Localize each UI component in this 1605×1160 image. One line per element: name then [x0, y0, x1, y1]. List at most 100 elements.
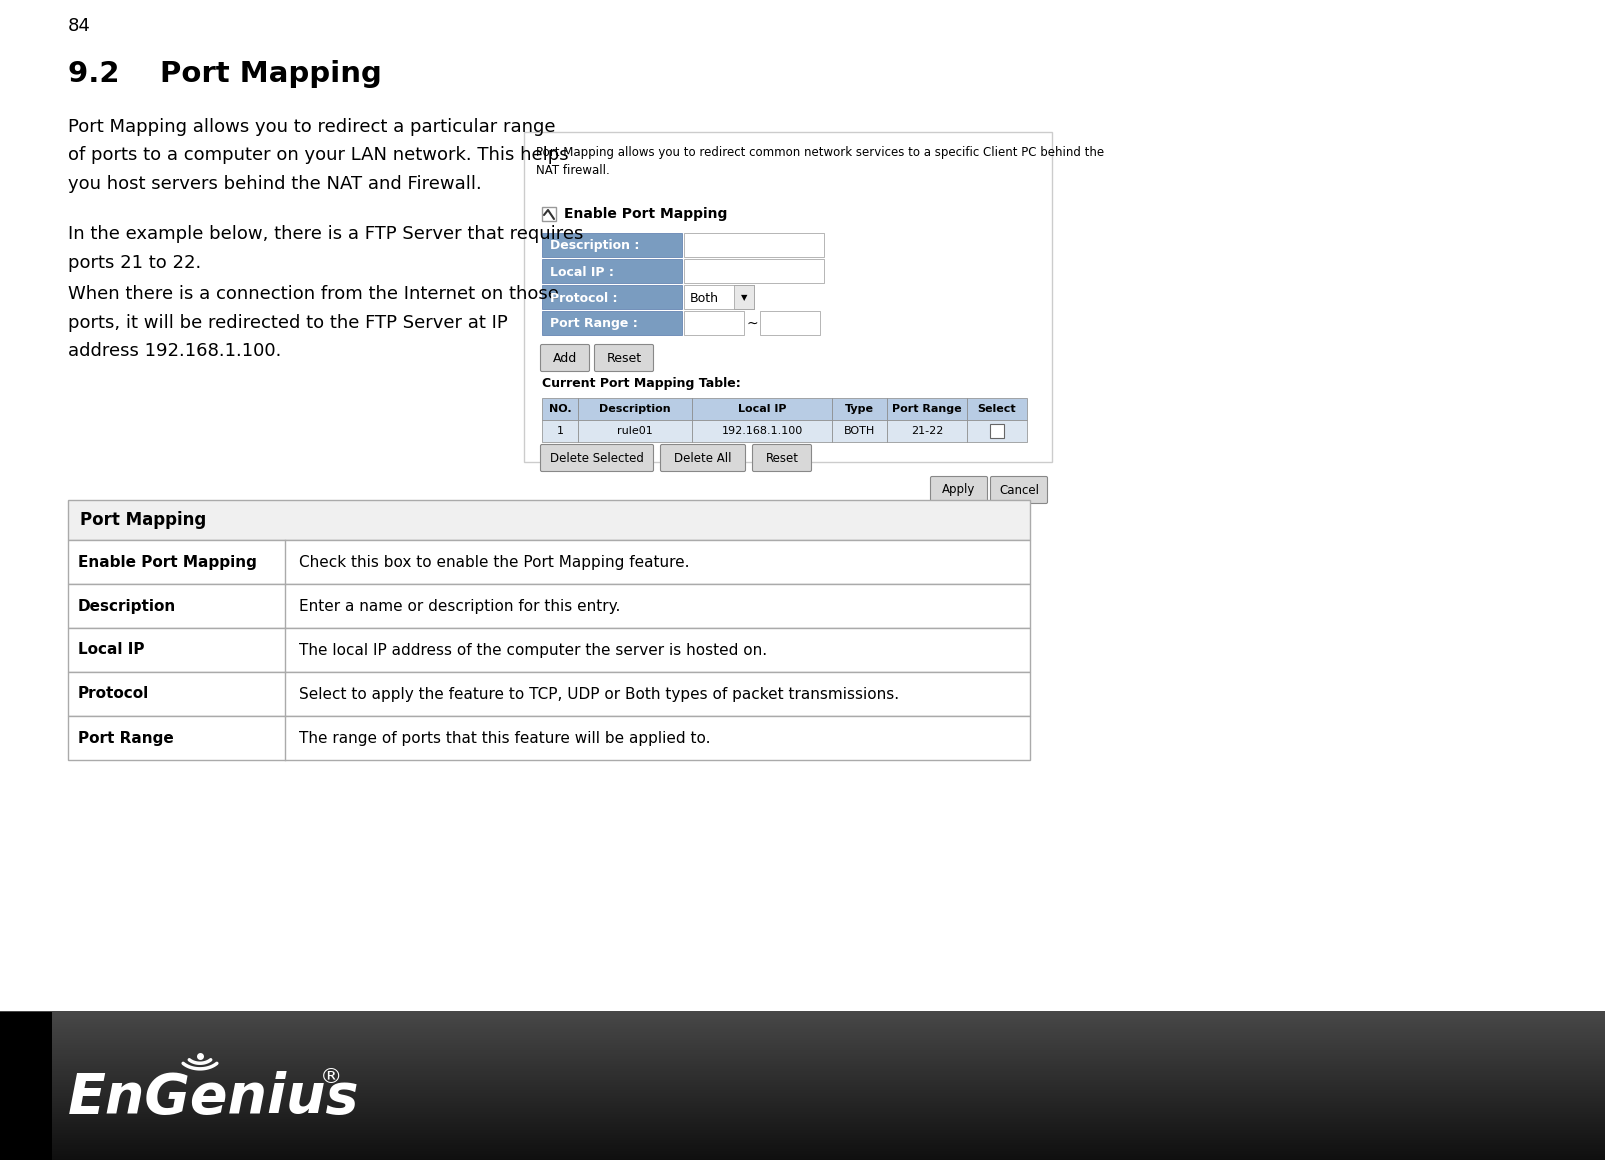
Bar [0, 1081, 1605, 1083]
Bar [0, 1132, 1605, 1134]
Bar [0, 1145, 1605, 1147]
Bar [0, 1151, 1605, 1153]
Text: Current Port Mapping Table:: Current Port Mapping Table: [541, 377, 740, 391]
Bar [0, 1131, 1605, 1133]
Bar [0, 1016, 1605, 1018]
Text: ®: ® [319, 1067, 342, 1087]
Text: Enter a name or description for this entry.: Enter a name or description for this ent… [299, 599, 620, 614]
Bar [0, 1015, 1605, 1017]
Bar [0, 1122, 1605, 1124]
Text: Description: Description [599, 404, 671, 414]
Text: rule01: rule01 [616, 426, 653, 436]
Bar [0, 1041, 1605, 1043]
Bar [0, 1092, 1605, 1094]
Bar [0, 1046, 1605, 1049]
Bar [0, 1116, 1605, 1118]
Bar [989, 425, 1003, 438]
Text: Port Mapping: Port Mapping [80, 512, 205, 529]
Bar [0, 1125, 1605, 1128]
Bar [684, 285, 753, 309]
Bar [0, 1034, 1605, 1036]
Bar [684, 311, 743, 335]
Text: Delete Selected: Delete Selected [551, 451, 644, 464]
Bar [0, 1020, 1605, 1022]
Text: Port Range :: Port Range : [549, 318, 637, 331]
Bar [0, 1121, 1605, 1123]
Bar [67, 716, 1029, 760]
Bar [67, 500, 1029, 541]
Text: Protocol: Protocol [79, 687, 149, 702]
Text: 192.168.1.100: 192.168.1.100 [721, 426, 802, 436]
Text: Protocol :: Protocol : [549, 291, 616, 304]
Bar [0, 1134, 1605, 1137]
Bar [0, 1027, 1605, 1029]
Bar [0, 1031, 1605, 1032]
Bar [0, 1140, 1605, 1143]
FancyBboxPatch shape [753, 444, 811, 471]
Bar [0, 1157, 1605, 1159]
Bar [0, 1039, 1605, 1042]
Bar [0, 1126, 1605, 1129]
Bar [0, 1110, 1605, 1112]
Text: The range of ports that this feature will be applied to.: The range of ports that this feature wil… [299, 731, 709, 746]
Bar [759, 311, 820, 335]
Bar [0, 1112, 1605, 1115]
Bar [0, 1013, 1605, 1015]
Bar [0, 1014, 1605, 1016]
FancyBboxPatch shape [541, 444, 653, 471]
FancyBboxPatch shape [929, 477, 987, 503]
Bar [0, 1021, 1605, 1023]
Bar [831, 420, 886, 442]
Bar [0, 1158, 1605, 1160]
Text: Port Range: Port Range [79, 731, 173, 746]
Bar [541, 259, 682, 283]
Bar [0, 1103, 1605, 1105]
Bar [0, 1076, 1605, 1079]
Text: Enable Port Mapping: Enable Port Mapping [79, 554, 257, 570]
Text: ~: ~ [746, 317, 758, 331]
Bar [541, 420, 578, 442]
Bar [0, 1083, 1605, 1086]
Text: Description: Description [79, 599, 177, 614]
Bar [0, 1042, 1605, 1044]
Bar [0, 1090, 1605, 1093]
Bar [0, 1071, 1605, 1073]
Bar [0, 1136, 1605, 1138]
Bar [0, 1052, 1605, 1054]
Bar [0, 1072, 1605, 1074]
Bar [0, 1030, 1605, 1031]
Bar [966, 398, 1026, 420]
Bar [0, 1130, 1605, 1132]
Bar [0, 1107, 1605, 1109]
Bar [0, 1109, 1605, 1110]
Text: Delete All: Delete All [674, 451, 732, 464]
Bar [0, 1089, 1605, 1090]
Bar [0, 1129, 1605, 1130]
Bar [541, 398, 578, 420]
Text: The local IP address of the computer the server is hosted on.: The local IP address of the computer the… [299, 643, 767, 658]
Text: Reset: Reset [766, 451, 798, 464]
Bar [0, 1093, 1605, 1095]
Bar [0, 1099, 1605, 1101]
Bar [0, 1024, 1605, 1027]
Text: 1: 1 [557, 426, 563, 436]
Text: ▼: ▼ [740, 293, 746, 303]
Bar [0, 1064, 1605, 1066]
Bar [0, 1085, 1605, 1087]
Text: 21-22: 21-22 [910, 426, 942, 436]
Bar [0, 1086, 1605, 1088]
Text: Check this box to enable the Port Mapping feature.: Check this box to enable the Port Mappin… [299, 554, 689, 570]
Bar [67, 628, 1029, 672]
Bar [0, 1100, 1605, 1102]
Bar [0, 1105, 1605, 1108]
Bar [0, 1115, 1605, 1117]
FancyBboxPatch shape [541, 345, 589, 371]
Bar [0, 1117, 1605, 1119]
Bar [0, 1087, 1605, 1089]
Bar [0, 1050, 1605, 1051]
Bar [0, 1057, 1605, 1059]
Bar [692, 398, 831, 420]
Text: Local IP :: Local IP : [549, 266, 613, 278]
Bar [0, 1141, 1605, 1144]
Bar [67, 583, 1029, 628]
